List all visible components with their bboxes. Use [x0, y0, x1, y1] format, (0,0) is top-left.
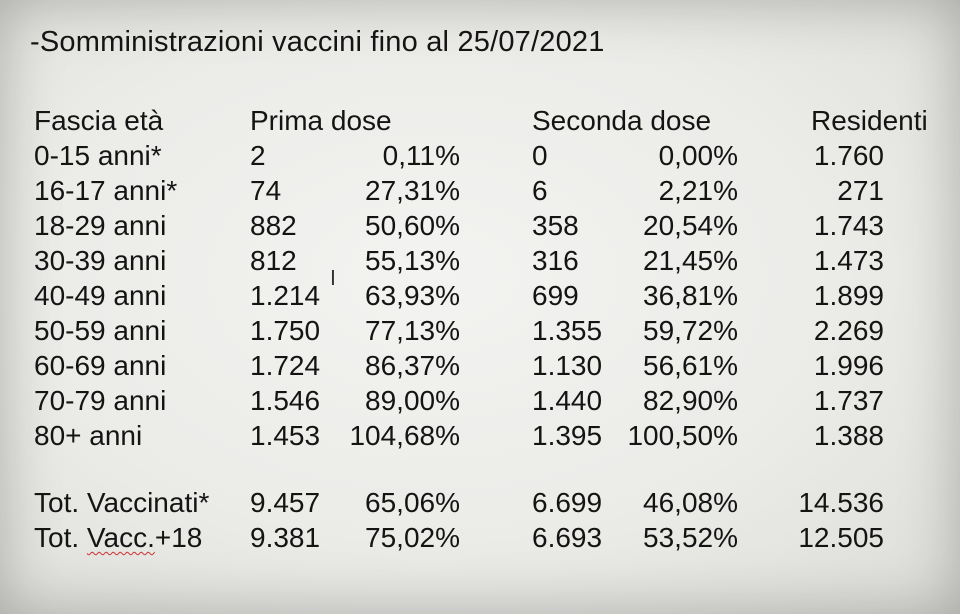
- residenti-value: 1.760: [813, 140, 884, 171]
- table-row: 70-79 anni 1.546 89,00% 1.440 82,90% 1.7…: [0, 384, 960, 418]
- prima-percent: 75,02%: [365, 522, 460, 553]
- table-row: 60-69 anni 1.724 86,37% 1.130 56,61% 1.9…: [0, 349, 960, 383]
- totals-label: Tot. Vaccinati*: [34, 487, 210, 518]
- table-header-row: Fascia età Prima dose Seconda dose Resid…: [0, 104, 960, 138]
- totals-row: Tot. Vaccinati* 9.457 65,06% 6.699 46,08…: [0, 486, 960, 520]
- fascia-label: 18-29 anni: [34, 210, 167, 241]
- prima-percent: 89,00%: [365, 385, 460, 416]
- prima-percent: 0,11%: [382, 140, 460, 171]
- seconda-count: 0: [532, 140, 548, 171]
- residenti-value: 1.743: [813, 210, 884, 241]
- seconda-percent: 21,45%: [643, 245, 738, 276]
- fascia-label: 50-59 anni: [34, 315, 167, 346]
- prima-count: 812: [250, 245, 297, 276]
- text-cursor-icon: I: [330, 266, 336, 290]
- document-title: -Somministrazioni vaccini fino al 25/07/…: [30, 26, 605, 58]
- prima-percent: 104,68%: [349, 420, 460, 451]
- seconda-percent: 59,72%: [643, 315, 738, 346]
- fascia-label: 60-69 anni: [34, 350, 167, 381]
- header-seconda-dose: Seconda dose: [532, 105, 712, 136]
- fascia-label: 0-15 anni*: [34, 140, 162, 171]
- totals-row: Tot. Vacc.+18 9.381 75,02% 6.693 53,52% …: [0, 521, 960, 555]
- prima-count: 9.457: [250, 487, 321, 518]
- seconda-count: 1.440: [532, 385, 603, 416]
- seconda-percent: 2,21%: [658, 175, 738, 206]
- seconda-percent: 0,00%: [658, 140, 738, 171]
- seconda-count: 6: [532, 175, 548, 206]
- totals-label-suffix: +18: [154, 522, 203, 553]
- prima-percent: 77,13%: [365, 315, 460, 346]
- seconda-count: 6.699: [532, 487, 603, 518]
- prima-count: 1.214: [250, 280, 321, 311]
- table-row: 16-17 anni* 74 27,31% 6 2,21% 271: [0, 174, 960, 208]
- seconda-count: 1.395: [532, 420, 603, 451]
- prima-count: 1.453: [250, 420, 321, 451]
- table-row: 80+ anni 1.453 104,68% 1.395 100,50% 1.3…: [0, 419, 960, 453]
- table-row: 18-29 anni 882 50,60% 358 20,54% 1.743: [0, 209, 960, 243]
- residenti-value: 1.899: [813, 280, 884, 311]
- residenti-value: 12.505: [798, 522, 884, 553]
- residenti-value: 14.536: [798, 487, 884, 518]
- prima-percent: 63,93%: [365, 280, 460, 311]
- seconda-count: 358: [532, 210, 579, 241]
- seconda-percent: 100,50%: [627, 420, 738, 451]
- residenti-value: 1.388: [813, 420, 884, 451]
- table-row: 0-15 anni* 2 0,11% 0 0,00% 1.760: [0, 139, 960, 173]
- header-prima-dose: Prima dose: [250, 105, 392, 136]
- fascia-label: 80+ anni: [34, 420, 143, 451]
- seconda-percent: 20,54%: [643, 210, 738, 241]
- residenti-value: 2.269: [813, 315, 884, 346]
- spellcheck-underlined-word: Vacc.: [86, 522, 155, 553]
- prima-count: 1.750: [250, 315, 321, 346]
- residenti-value: 271: [837, 175, 884, 206]
- prima-percent: 27,31%: [365, 175, 460, 206]
- prima-count: 9.381: [250, 522, 321, 553]
- prima-count: 882: [250, 210, 297, 241]
- totals-label-prefix: Tot.: [34, 522, 87, 553]
- seconda-count: 1.355: [532, 315, 603, 346]
- fascia-label: 70-79 anni: [34, 385, 167, 416]
- seconda-count: 699: [532, 280, 579, 311]
- prima-count: 1.546: [250, 385, 321, 416]
- header-fascia: Fascia età: [34, 105, 164, 136]
- prima-percent: 55,13%: [365, 245, 460, 276]
- fascia-label: 16-17 anni*: [34, 175, 178, 206]
- seconda-percent: 56,61%: [643, 350, 738, 381]
- header-residenti: Residenti: [811, 105, 928, 136]
- seconda-percent: 46,08%: [643, 487, 738, 518]
- seconda-percent: 53,52%: [643, 522, 738, 553]
- residenti-value: 1.996: [813, 350, 884, 381]
- prima-count: 2: [250, 140, 266, 171]
- table-row: 30-39 anni 812 55,13% 316 21,45% 1.473: [0, 244, 960, 278]
- prima-percent: 65,06%: [365, 487, 460, 518]
- prima-count: 74: [250, 175, 282, 206]
- seconda-count: 6.693: [532, 522, 603, 553]
- seconda-percent: 36,81%: [643, 280, 738, 311]
- residenti-value: 1.473: [813, 245, 884, 276]
- prima-count: 1.724: [250, 350, 321, 381]
- prima-percent: 50,60%: [365, 210, 460, 241]
- seconda-count: 1.130: [532, 350, 603, 381]
- totals-label: Tot. Vacc.+18: [34, 521, 202, 555]
- fascia-label: 30-39 anni: [34, 245, 167, 276]
- seconda-percent: 82,90%: [643, 385, 738, 416]
- seconda-count: 316: [532, 245, 579, 276]
- residenti-value: 1.737: [813, 385, 884, 416]
- table-row: 40-49 anni 1.214 63,93% 699 36,81% 1.899: [0, 279, 960, 313]
- prima-percent: 86,37%: [365, 350, 460, 381]
- table-row: 50-59 anni 1.750 77,13% 1.355 59,72% 2.2…: [0, 314, 960, 348]
- fascia-label: 40-49 anni: [34, 280, 167, 311]
